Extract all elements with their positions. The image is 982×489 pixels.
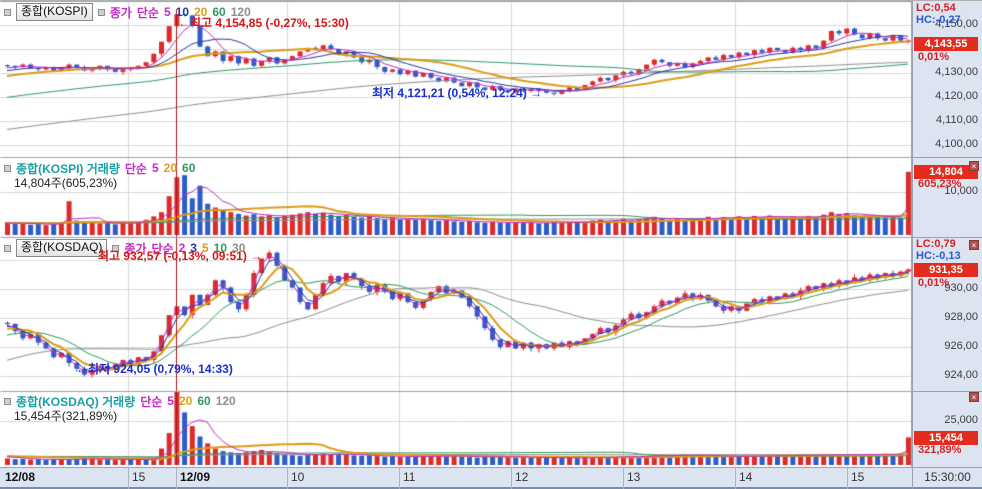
panel-toggle-icon[interactable] — [4, 397, 11, 405]
axis-tick-label: 926,00 — [944, 340, 978, 352]
axis-separator — [912, 391, 982, 392]
legend-ma5: 5 — [167, 394, 174, 408]
time-axis-tick — [176, 467, 177, 489]
axis-tick-label: 4,130,00 — [935, 66, 978, 78]
axis-tick-label: 4,100,00 — [935, 138, 978, 150]
kosdaq-low-annotation: ←최저 924,05 (0,79%, 14:33) — [76, 362, 233, 376]
kospi-change-pct: 0,01% — [918, 51, 950, 63]
kospi-volume-pct: 605,23% — [918, 178, 962, 190]
kosdaq-current-price-badge: 931,35 — [914, 263, 978, 277]
time-label-15b: 15 — [851, 470, 865, 484]
legend-ma60: 60 — [212, 5, 226, 19]
panel-toggle-icon[interactable] — [4, 164, 11, 172]
time-label-12: 12 — [515, 470, 529, 484]
legend-simple-label: 단순 — [136, 5, 159, 20]
time-label-1208: 12/08 — [5, 470, 36, 484]
kosdaq-volume-header: 종합(KOSDAQ) 거래량 단순 5 20 60 120 — [4, 393, 236, 409]
legend-ma5: 5 — [151, 161, 159, 175]
legend-close-label: 종가 — [124, 241, 147, 256]
kospi-volume-badge: 14,804 — [914, 165, 978, 179]
panel-toggle-icon[interactable] — [4, 8, 11, 16]
time-axis-bar[interactable] — [0, 467, 982, 489]
time-axis-tick — [511, 467, 512, 489]
legend-ma3: 3 — [190, 241, 197, 255]
axis-tick-label: 25,000 — [944, 414, 978, 426]
legend-simple-label: 단순 — [124, 161, 147, 176]
price-axis-column — [912, 1, 982, 467]
clock-label: 15:30:00 — [912, 467, 982, 489]
legend-close-label: 종가 — [109, 5, 132, 20]
time-axis-tick — [128, 467, 129, 489]
legend-ma20: 20 — [194, 5, 208, 19]
legend-simple-label: 단순 — [151, 241, 174, 256]
axis-tick-label: 10,000 — [944, 185, 978, 197]
kospi-lc-value: LC:0,54 — [916, 2, 956, 14]
legend-ma10: 10 — [213, 241, 228, 255]
kosdaq-hc-value: HC:-0,13 — [916, 250, 961, 262]
legend-ma2: 2 — [178, 241, 186, 255]
time-label-14: 14 — [739, 470, 753, 484]
kospi-volume-title: 종합(KOSPI) 거래량 — [16, 161, 120, 176]
legend-ma120: 120 — [230, 5, 251, 19]
kosdaq-lc-value: LC:0,79 — [916, 238, 956, 250]
close-panel-button[interactable]: × — [969, 240, 979, 250]
close-panel-button[interactable]: × — [969, 161, 979, 171]
close-panel-button[interactable]: × — [969, 392, 979, 402]
legend-ma20: 20 — [178, 394, 193, 408]
legend-ma10: 10 — [175, 5, 189, 19]
kosdaq-high-annotation: 최고 932,57 (-0,13%, 09:51) → — [98, 249, 263, 263]
kospi-hc-value: HC:-0,27 — [916, 14, 961, 26]
axis-tick-label: 4,120,00 — [935, 90, 978, 102]
axis-tick-label: 4,150,00 — [935, 18, 978, 30]
time-label-10: 10 — [291, 470, 305, 484]
kosdaq-volume-pct: 321,89% — [918, 444, 962, 456]
time-label-1209: 12/09 — [180, 470, 211, 484]
axis-tick-label: 928,00 — [944, 311, 978, 323]
kosdaq-change-pct: 0,01% — [918, 277, 950, 289]
axis-tick-label: 4,110,00 — [935, 114, 978, 126]
axis-separator — [912, 237, 982, 238]
legend-ma20: 20 — [163, 161, 178, 175]
kospi-volume-header: 종합(KOSPI) 거래량 단순 5 20 60 — [4, 160, 200, 176]
time-axis-tick — [399, 467, 400, 489]
legend-ma120: 120 — [215, 394, 236, 408]
axis-tick-label: 924,00 — [944, 369, 978, 381]
axis-separator — [912, 157, 982, 158]
kospi-volume-summary: 14,804주(605,23%) — [14, 176, 118, 190]
time-label-13: 13 — [627, 470, 641, 484]
time-axis-tick — [847, 467, 848, 489]
legend-ma5: 5 — [163, 5, 171, 19]
kospi-low-annotation: 최저 4,121,21 (0,54%, 12:24) → — [372, 86, 543, 100]
kospi-high-annotation: ←최고 4,154,85 (-0,27%, 15:30) — [178, 16, 349, 30]
kosdaq-volume-title: 종합(KOSDAQ) 거래량 — [16, 394, 136, 409]
kospi-current-price-badge: 4,143,55 — [914, 37, 978, 51]
legend-toggle-icon[interactable] — [112, 244, 120, 252]
legend-ma60: 60 — [197, 394, 211, 408]
legend-ma5: 5 — [201, 241, 209, 255]
legend-ma60: 60 — [182, 161, 196, 175]
legend-toggle-icon[interactable] — [97, 8, 105, 16]
time-axis-tick — [735, 467, 736, 489]
time-label-11: 11 — [403, 470, 416, 484]
kospi-panel-header: 종합(KOSPI) 종가 단순 5 10 20 60 120 — [4, 3, 251, 21]
kospi-title-button[interactable]: 종합(KOSPI) — [16, 3, 93, 21]
legend-simple-label: 단순 — [140, 394, 163, 409]
panel-toggle-icon[interactable] — [4, 244, 11, 252]
legend-ma30: 30 — [232, 241, 246, 255]
kosdaq-panel-header: 종합(KOSDAQ) 종가 단순 2 3 5 10 30 — [4, 239, 246, 257]
time-label-15a: 15 — [132, 470, 146, 484]
kosdaq-title-button[interactable]: 종합(KOSDAQ) — [16, 239, 108, 257]
time-axis-tick — [623, 467, 624, 489]
kosdaq-volume-badge: 15,454 — [914, 431, 978, 445]
kosdaq-volume-summary: 15,454주(321,89%) — [14, 409, 118, 423]
time-axis-tick — [287, 467, 288, 489]
axis-tick-label: 930,00 — [944, 282, 978, 294]
